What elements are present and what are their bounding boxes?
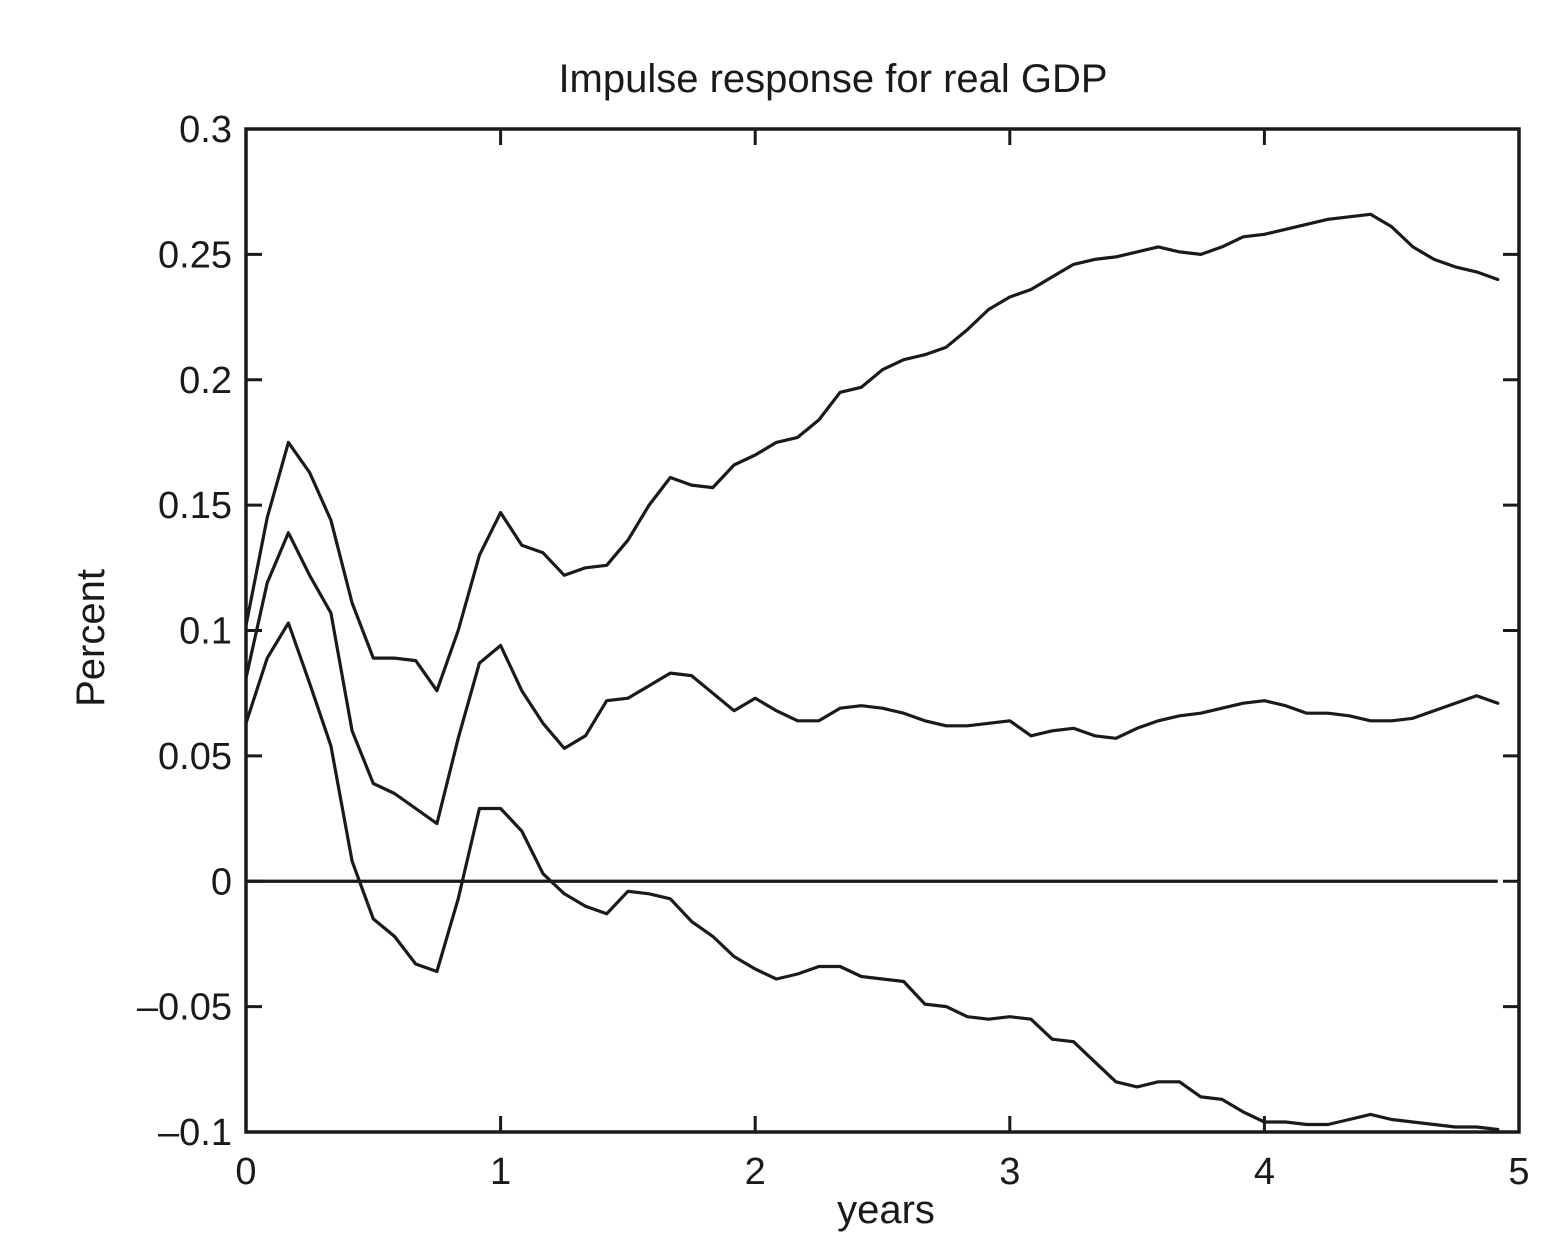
y-tick-label: –0.1 xyxy=(158,1112,232,1154)
lower-band-line xyxy=(244,621,1500,1132)
y-tick-label: 0.25 xyxy=(158,234,232,276)
x-tick-label: 0 xyxy=(235,1151,256,1193)
x-tick-labels: 0 1 2 3 4 5 xyxy=(235,1151,1529,1193)
y-tick-labels: 0.3 0.25 0.2 0.15 0.1 0.05 0 –0.05 –0.1 xyxy=(137,109,232,1154)
x-axis-label: years xyxy=(837,1188,935,1232)
y-tick-label: 0.2 xyxy=(179,360,232,402)
chart-title: Impulse response for real GDP xyxy=(558,57,1107,101)
x-tick-label: 4 xyxy=(1254,1151,1275,1193)
y-tick-label: 0.15 xyxy=(158,485,232,527)
upper-band-line xyxy=(244,212,1500,693)
y-tick-label: 0 xyxy=(211,861,232,903)
plot-frame xyxy=(244,127,1521,1134)
point-estimate-line xyxy=(244,531,1500,826)
x-tick-label: 3 xyxy=(999,1151,1020,1193)
x-tick-label: 2 xyxy=(745,1151,766,1193)
y-tick-label: 0.05 xyxy=(158,736,232,778)
axis-ticks xyxy=(244,127,1521,1134)
y-tick-label: –0.05 xyxy=(137,987,232,1029)
x-tick-label: 5 xyxy=(1508,1151,1529,1193)
y-axis-label: Percent xyxy=(69,569,113,707)
series-lines xyxy=(244,212,1500,1132)
y-tick-label: 0.1 xyxy=(179,611,232,653)
x-tick-label: 1 xyxy=(490,1151,511,1193)
y-tick-label: 0.3 xyxy=(179,109,232,151)
